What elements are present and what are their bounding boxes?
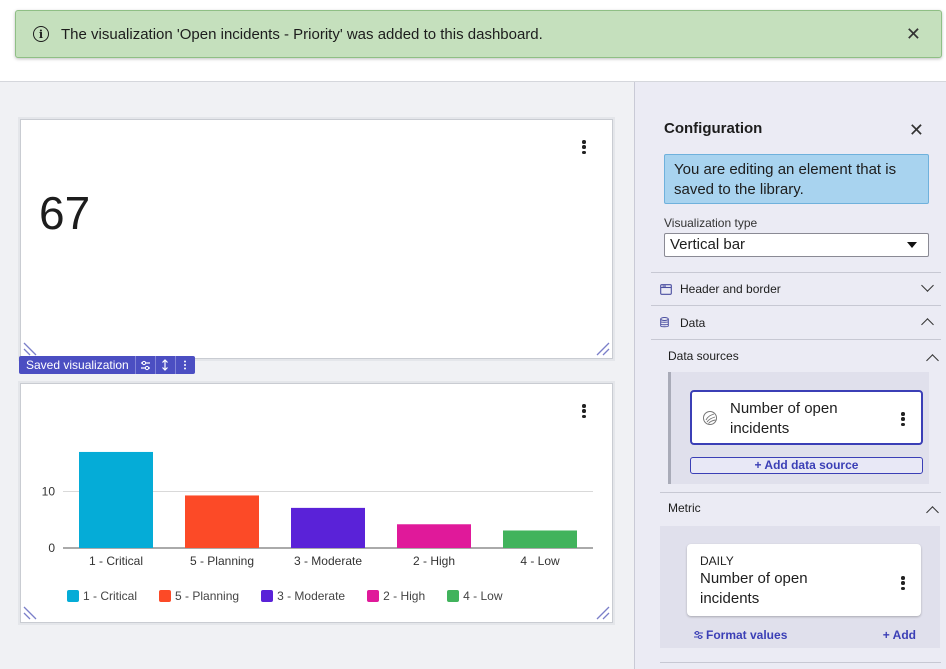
single-score-widget[interactable]: 67 bbox=[20, 119, 613, 359]
metric-name: Number of open incidents bbox=[700, 570, 808, 607]
y-tick-label: 10 bbox=[42, 485, 56, 499]
legend-item[interactable]: 2 - High bbox=[367, 589, 425, 603]
toast-message: The visualization 'Open incidents - Prio… bbox=[61, 25, 543, 43]
resize-handle-right-icon[interactable] bbox=[596, 342, 610, 356]
resize-vertical-icon[interactable] bbox=[154, 356, 175, 374]
more-options-icon[interactable] bbox=[582, 404, 586, 418]
bar-chart-widget[interactable]: 0 10 1 - Critical 5 - Planning 3 - Moderate 2… bbox=[20, 383, 613, 623]
x-tick-label: 5 - Planning bbox=[190, 554, 254, 568]
add-data-source-button[interactable]: + Add data source bbox=[690, 457, 923, 474]
settings-sliders-icon[interactable] bbox=[134, 356, 155, 374]
format-values-label: Format values bbox=[706, 628, 788, 642]
panel-title: Configuration bbox=[664, 120, 763, 137]
saved-visualization-bar: Saved visualization bbox=[19, 356, 195, 374]
bar bbox=[397, 524, 471, 548]
legend-swatch bbox=[67, 590, 79, 602]
x-tick-label: 1 - Critical bbox=[89, 554, 143, 568]
data-label: Data bbox=[680, 315, 706, 330]
window-icon bbox=[660, 283, 674, 295]
chart-legend: 1 - Critical 5 - Planning 3 - Moderate 2 - … bbox=[67, 589, 525, 603]
legend-item[interactable]: 1 - Critical bbox=[67, 589, 137, 603]
legend-swatch bbox=[367, 590, 380, 602]
info-icon: i bbox=[33, 26, 49, 42]
header-and-border-section[interactable]: Header and border bbox=[651, 272, 941, 306]
legend-label: 3 - Moderate bbox=[277, 589, 346, 603]
database-icon bbox=[660, 317, 674, 328]
resize-handle-right-icon[interactable] bbox=[596, 606, 610, 620]
more-options-icon[interactable] bbox=[901, 412, 905, 426]
more-options-icon[interactable] bbox=[174, 356, 195, 374]
header-and-border-label: Header and border bbox=[680, 282, 781, 296]
legend-item[interactable]: 4 - Low bbox=[447, 589, 503, 603]
chevron-down-icon bbox=[921, 279, 934, 292]
divider bbox=[660, 662, 941, 663]
x-tick-label: 3 - Moderate bbox=[294, 554, 362, 568]
visualization-type-select[interactable]: Vertical bar bbox=[664, 233, 929, 257]
resize-handle-left-icon[interactable] bbox=[23, 606, 37, 620]
sliders-icon bbox=[694, 631, 703, 639]
data-sources-area: Number of open incidents + Add data sour… bbox=[668, 372, 929, 484]
add-metric-button[interactable]: + Add bbox=[882, 628, 916, 642]
more-options-icon[interactable] bbox=[582, 140, 586, 154]
notification-area: i The visualization 'Open incidents - Pr… bbox=[0, 0, 946, 82]
legend-swatch bbox=[159, 590, 172, 602]
legend-label: 4 - Low bbox=[463, 589, 503, 603]
metric-card[interactable]: DAILY Number of open incidents bbox=[687, 544, 921, 616]
x-tick-label: 4 - Low bbox=[520, 554, 560, 568]
legend-label: 5 - Planning bbox=[175, 589, 240, 603]
success-toast: i The visualization 'Open incidents - Pr… bbox=[15, 10, 942, 58]
indicator-icon bbox=[703, 411, 717, 425]
metric-heading[interactable]: Metric bbox=[668, 501, 701, 515]
bar-chart: 0 10 1 - Critical 5 - Planning 3 - Moderate 2… bbox=[42, 451, 593, 568]
data-source-card[interactable]: Number of open incidents bbox=[690, 390, 923, 445]
score-value: 67 bbox=[39, 187, 91, 239]
legend-swatch bbox=[447, 590, 460, 602]
metric-aggregation: DAILY bbox=[700, 554, 734, 568]
data-source-name: Number of open incidents bbox=[730, 400, 838, 437]
more-options-icon[interactable] bbox=[901, 576, 905, 590]
library-info-message: You are editing an element that is saved… bbox=[664, 154, 929, 204]
metric-area: DAILY Number of open incidents Format va… bbox=[660, 526, 940, 648]
data-sources-heading[interactable]: Data sources bbox=[668, 349, 739, 363]
bar bbox=[503, 530, 577, 548]
bar bbox=[79, 451, 153, 548]
legend-label: 2 - High bbox=[383, 589, 426, 603]
legend-item[interactable]: 3 - Moderate bbox=[261, 589, 345, 603]
y-tick-label: 0 bbox=[48, 541, 55, 555]
close-icon[interactable]: ✕ bbox=[908, 120, 924, 140]
data-section[interactable]: Data bbox=[651, 306, 941, 340]
divider bbox=[660, 492, 941, 493]
visualization-type-value: Vertical bar bbox=[670, 236, 746, 253]
configuration-panel: Configuration ✕ You are editing an eleme… bbox=[634, 82, 946, 669]
bar bbox=[291, 507, 365, 548]
chevron-up-icon[interactable] bbox=[926, 354, 939, 367]
saved-visualization-label: Saved visualization bbox=[26, 358, 129, 372]
close-icon[interactable]: ✕ bbox=[905, 24, 921, 44]
format-values-button[interactable]: Format values bbox=[693, 628, 787, 642]
resize-handle-left-icon[interactable] bbox=[23, 342, 37, 356]
caret-down-icon bbox=[907, 242, 917, 248]
x-tick-label: 2 - High bbox=[413, 554, 455, 568]
chevron-up-icon[interactable] bbox=[926, 506, 939, 519]
legend-swatch bbox=[261, 590, 274, 602]
bar bbox=[185, 495, 259, 548]
chevron-up-icon bbox=[921, 318, 934, 331]
visualization-type-label: Visualization type bbox=[664, 216, 758, 230]
legend-label: 1 - Critical bbox=[83, 589, 138, 603]
legend-item[interactable]: 5 - Planning bbox=[159, 589, 239, 603]
